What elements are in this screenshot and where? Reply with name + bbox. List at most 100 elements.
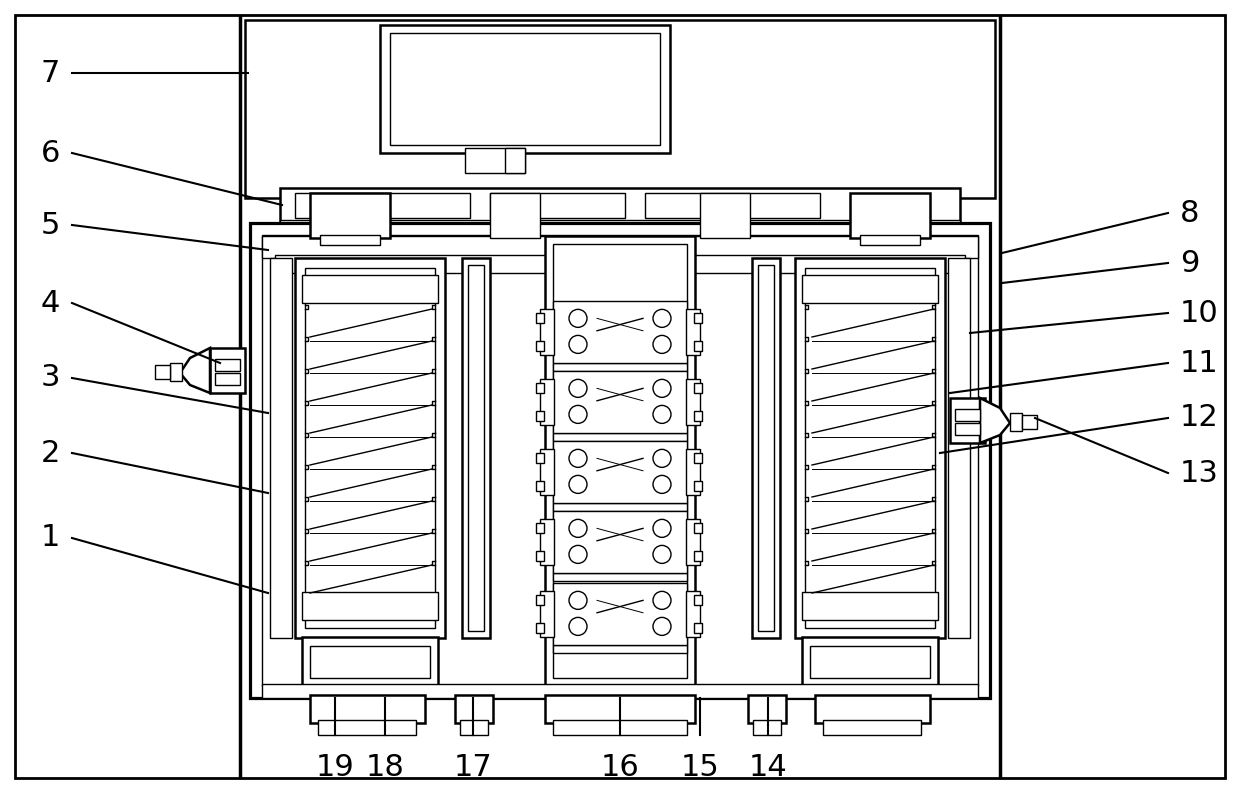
Bar <box>215 373 241 385</box>
Bar <box>955 423 980 435</box>
Text: 3: 3 <box>41 363 60 393</box>
Circle shape <box>653 335 671 354</box>
Bar <box>553 244 687 678</box>
Bar <box>250 223 990 698</box>
Circle shape <box>569 379 587 397</box>
Bar <box>262 684 978 698</box>
Bar <box>210 348 246 393</box>
Bar <box>295 258 445 638</box>
Bar <box>303 592 438 620</box>
Bar <box>467 265 484 631</box>
Bar <box>553 503 687 511</box>
Bar <box>490 193 625 218</box>
Text: 16: 16 <box>600 753 640 782</box>
Bar <box>753 720 781 735</box>
Bar <box>553 371 687 433</box>
Bar <box>694 481 702 491</box>
Bar <box>645 193 820 218</box>
Circle shape <box>569 618 587 635</box>
Bar <box>539 591 554 637</box>
Text: 14: 14 <box>749 753 787 782</box>
Bar <box>536 411 544 421</box>
Bar <box>553 583 687 645</box>
Bar <box>694 341 702 351</box>
Bar <box>802 275 937 303</box>
Text: 6: 6 <box>41 139 60 167</box>
Text: 13: 13 <box>1180 458 1219 488</box>
Bar <box>303 275 438 303</box>
Circle shape <box>569 519 587 538</box>
Bar <box>955 409 980 421</box>
Text: 4: 4 <box>41 289 60 317</box>
Bar <box>694 523 702 533</box>
Bar <box>686 309 701 355</box>
Circle shape <box>569 592 587 609</box>
Text: 11: 11 <box>1180 348 1219 377</box>
Text: 17: 17 <box>454 753 492 782</box>
Bar <box>553 301 687 363</box>
Circle shape <box>653 405 671 423</box>
Bar <box>553 720 687 735</box>
Bar <box>1011 413 1022 431</box>
Bar <box>170 363 182 381</box>
Bar <box>275 255 965 273</box>
Bar <box>536 623 544 633</box>
Circle shape <box>569 309 587 328</box>
Text: 19: 19 <box>316 753 355 782</box>
Bar <box>802 592 937 620</box>
Bar <box>490 193 539 238</box>
Circle shape <box>653 519 671 538</box>
Bar <box>553 511 687 573</box>
Text: 9: 9 <box>1180 248 1199 278</box>
Text: 15: 15 <box>681 753 719 782</box>
Bar <box>539 449 554 495</box>
Circle shape <box>653 379 671 397</box>
Bar <box>815 695 930 723</box>
Bar <box>686 379 701 425</box>
Bar <box>849 193 930 238</box>
Bar <box>949 258 970 638</box>
Text: 2: 2 <box>41 439 60 468</box>
Bar <box>539 309 554 355</box>
Bar <box>950 398 985 443</box>
Polygon shape <box>980 398 1011 443</box>
Circle shape <box>569 450 587 467</box>
Bar <box>795 258 945 638</box>
Bar <box>1022 415 1037 429</box>
Bar <box>536 551 544 561</box>
Circle shape <box>653 450 671 467</box>
Bar <box>553 573 687 581</box>
Bar <box>505 148 525 173</box>
Bar <box>694 595 702 605</box>
Bar <box>295 193 470 218</box>
Bar <box>320 235 379 245</box>
Bar <box>536 523 544 533</box>
Bar <box>748 695 786 723</box>
Bar <box>536 383 544 393</box>
Circle shape <box>569 475 587 493</box>
Bar <box>701 193 750 238</box>
Circle shape <box>653 546 671 563</box>
Bar <box>262 235 978 686</box>
Bar <box>686 449 701 495</box>
Bar <box>823 720 921 735</box>
Text: 1: 1 <box>41 523 60 553</box>
Bar <box>215 359 241 371</box>
Bar <box>310 646 430 678</box>
Polygon shape <box>180 348 210 393</box>
Bar <box>805 268 935 628</box>
Bar <box>751 258 780 638</box>
Bar <box>280 220 960 235</box>
Bar <box>262 236 978 258</box>
Bar <box>305 268 435 628</box>
Bar <box>460 720 489 735</box>
Bar <box>553 363 687 371</box>
Bar <box>539 379 554 425</box>
Bar <box>802 637 937 685</box>
Bar <box>694 313 702 323</box>
Bar <box>379 25 670 153</box>
Bar <box>536 481 544 491</box>
Circle shape <box>653 592 671 609</box>
Text: 12: 12 <box>1180 404 1219 432</box>
Bar <box>553 645 687 653</box>
